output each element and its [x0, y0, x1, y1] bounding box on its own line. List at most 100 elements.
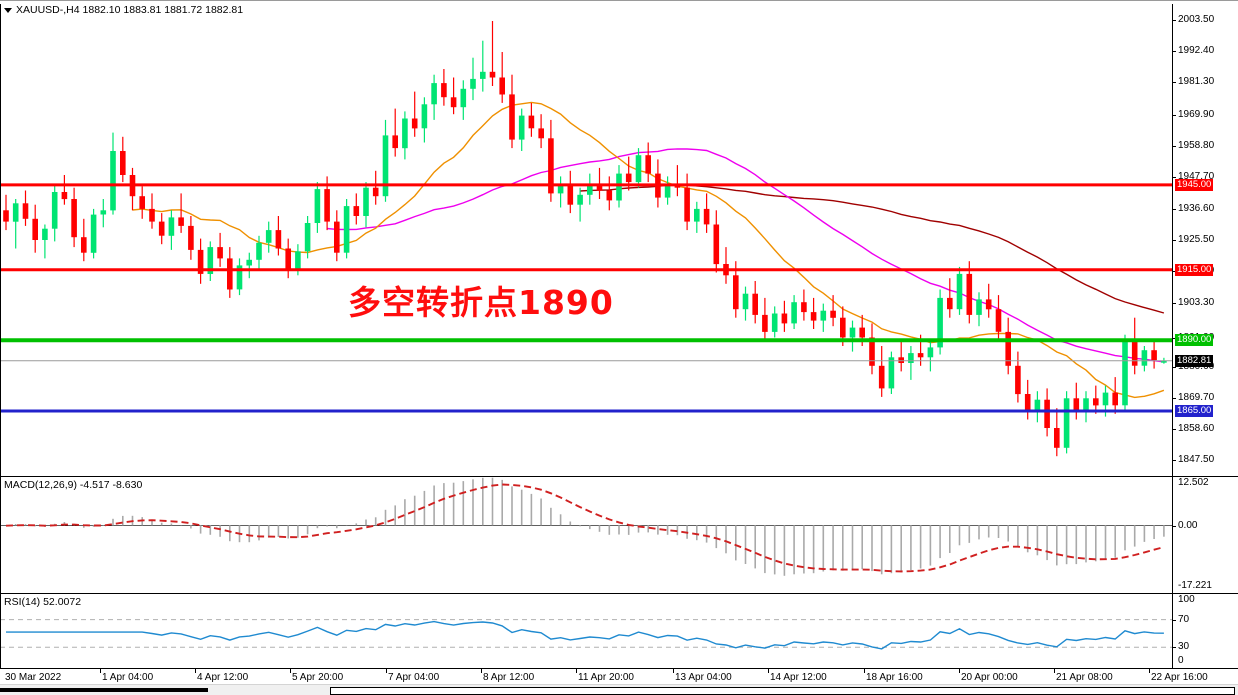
scrollbar-thumb[interactable]: [330, 687, 1235, 695]
panel-separator-2: [0, 593, 1238, 594]
candlestick: [353, 193, 360, 225]
rsi-axis: 100 70 30 0: [1172, 594, 1238, 668]
axis-tick-label: 0.00: [1178, 519, 1198, 531]
time-axis-tick: [864, 668, 865, 673]
time-axis-tick: [290, 668, 291, 673]
candlestick: [421, 97, 428, 143]
candlestick: [392, 108, 398, 157]
time-axis-label: 20 Apr 00:00: [961, 672, 1018, 683]
axis-tick: [1172, 19, 1176, 21]
candlestick: [149, 193, 155, 229]
rsi-panel-header: RSI(14) 52.0072: [4, 596, 82, 608]
price-chart-svg[interactable]: [0, 4, 1172, 476]
axis-tick: [1172, 208, 1176, 210]
time-axis-label: 4 Apr 12:00: [197, 672, 249, 683]
scrollbar-track-left[interactable]: [0, 688, 208, 692]
candlestick: [139, 186, 145, 219]
time-axis-tick: [768, 668, 769, 673]
candlestick: [217, 232, 223, 267]
price-marker-label[interactable]: 1915.00: [1175, 263, 1214, 276]
candlestick: [528, 102, 535, 137]
price-marker-label[interactable]: 1882.81: [1175, 354, 1214, 367]
candlestick: [674, 165, 681, 197]
price-marker-label[interactable]: 1865.00: [1175, 404, 1214, 417]
price-marker-label[interactable]: 1890.00: [1175, 334, 1214, 347]
axis-tick: [1172, 366, 1176, 368]
axis-tick-label: 1925.50: [1178, 234, 1215, 245]
candlestick: [1054, 408, 1060, 457]
time-axis-tick: [576, 668, 577, 673]
candlestick: [168, 210, 175, 250]
panel-separator-1: [0, 476, 1238, 477]
candlestick: [470, 57, 476, 101]
candlestick: [1063, 391, 1070, 454]
time-axis: 30 Mar 2022 1 Apr 04:00 4 Apr 12:00 5 Apr 2…: [0, 668, 1238, 684]
candlestick: [110, 132, 116, 215]
macd-signal-line: [5, 483, 1165, 573]
candlestick: [402, 111, 408, 160]
candlestick: [334, 210, 340, 262]
candlestick: [71, 187, 77, 248]
price-panel-left-border: [0, 4, 1, 476]
candlestick: [723, 247, 729, 284]
candlestick: [518, 108, 525, 151]
candlestick: [849, 320, 856, 352]
candlestick: [227, 247, 233, 298]
axis-tick-label: 1903.30: [1178, 296, 1215, 308]
macd-panel[interactable]: [0, 477, 1172, 593]
candlestick: [81, 218, 87, 262]
time-axis-label: 18 Apr 16:00: [866, 672, 923, 683]
candlestick: [557, 176, 564, 208]
price-axis[interactable]: 2003.50 1992.40 1981.30 1969.90 1958.80 1947.…: [1172, 4, 1238, 476]
macd-panel-left-border: [0, 477, 1, 593]
macd-chart-svg[interactable]: [0, 477, 1172, 593]
rsi-chart-svg[interactable]: [0, 594, 1172, 668]
candlestick: [382, 119, 389, 202]
axis-tick: [1172, 397, 1176, 399]
price-panel-header: XAUUSD-,H4 1882.10 1883.81 1881.72 1882.…: [16, 4, 244, 16]
candlestick: [236, 258, 243, 296]
macd-panel-header: MACD(12,26,9) -4.517 -8.630: [4, 479, 143, 491]
candlestick: [927, 340, 934, 372]
candlestick: [908, 346, 914, 380]
time-axis-label: 30 Mar 2022: [5, 672, 62, 683]
caret-down-icon[interactable]: [4, 8, 12, 13]
axis-tick: [1172, 240, 1176, 241]
candlestick: [976, 292, 982, 327]
candlestick: [363, 182, 369, 228]
candlestick: [246, 252, 252, 279]
candlestick: [898, 340, 904, 372]
candlestick: [762, 297, 768, 341]
rsi-line: [6, 620, 1164, 650]
candlestick: [372, 170, 379, 205]
time-axis-label: 21 Apr 08:00: [1056, 672, 1113, 683]
candlestick: [304, 216, 311, 259]
candlestick: [869, 323, 875, 375]
candlestick: [265, 221, 272, 253]
axis-tick-label: -17.221: [1178, 580, 1212, 591]
axis-tick: [1172, 302, 1176, 304]
axis-tick-label: 0: [1178, 655, 1184, 666]
axis-tick-label: 1981.30: [1178, 76, 1215, 88]
axis-tick-label: 1858.60: [1178, 423, 1215, 435]
price-marker-label[interactable]: 1945.00: [1175, 178, 1214, 191]
candlestick: [791, 295, 797, 329]
candlestick: [120, 136, 126, 183]
candlestick: [781, 300, 788, 332]
axis-tick-label: 12.502: [1178, 477, 1209, 488]
axis-tick-label: 2003.50: [1178, 13, 1215, 25]
candlestick: [51, 184, 58, 242]
candlestick: [694, 201, 700, 233]
axis-tick: [1172, 145, 1176, 147]
axis-tick: [1172, 647, 1176, 649]
time-axis-tick: [1149, 668, 1150, 673]
horizontal-scrollbar[interactable]: [0, 684, 1238, 695]
candlestick: [606, 176, 613, 211]
axis-tick: [1172, 114, 1176, 116]
candlestick: [22, 190, 29, 226]
rsi-panel-left-border: [0, 594, 1, 668]
price-chart-panel[interactable]: [0, 4, 1172, 476]
candlestick: [100, 199, 107, 228]
rsi-panel[interactable]: [0, 594, 1172, 668]
